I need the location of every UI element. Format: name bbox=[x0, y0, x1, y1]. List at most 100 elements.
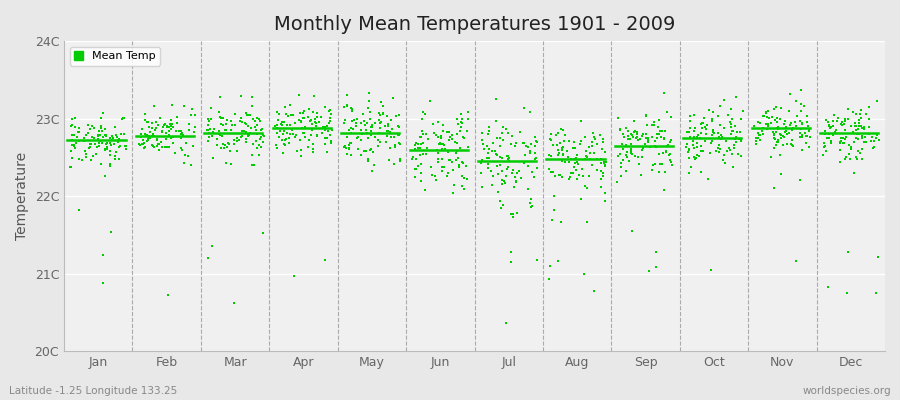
Point bbox=[98, 132, 112, 139]
Point bbox=[67, 142, 81, 149]
Point bbox=[652, 131, 666, 137]
Point bbox=[636, 145, 651, 151]
Point bbox=[778, 128, 793, 134]
Point bbox=[436, 142, 451, 148]
Point bbox=[838, 136, 852, 142]
Point bbox=[794, 101, 808, 107]
Point bbox=[145, 133, 159, 139]
Point bbox=[174, 131, 188, 138]
Point bbox=[184, 106, 199, 113]
Point bbox=[78, 131, 93, 138]
Point bbox=[391, 122, 405, 129]
Point bbox=[116, 131, 130, 137]
Point bbox=[416, 109, 430, 115]
Point bbox=[634, 136, 648, 142]
Point bbox=[764, 154, 778, 160]
Point bbox=[389, 113, 403, 119]
Point bbox=[838, 116, 852, 122]
Point bbox=[715, 134, 729, 140]
Point bbox=[359, 148, 374, 154]
Point bbox=[552, 172, 566, 178]
Point bbox=[572, 172, 586, 178]
Point bbox=[382, 121, 396, 127]
Point bbox=[506, 214, 520, 220]
Point bbox=[713, 122, 727, 128]
Point bbox=[657, 135, 671, 142]
Point bbox=[184, 162, 199, 168]
Point bbox=[474, 170, 489, 176]
Point bbox=[698, 138, 712, 144]
Point bbox=[868, 135, 883, 141]
Point bbox=[270, 125, 284, 131]
Point bbox=[555, 174, 570, 180]
Point bbox=[711, 145, 725, 151]
Point bbox=[206, 129, 220, 135]
Point bbox=[843, 123, 858, 129]
Point bbox=[339, 144, 354, 151]
Point bbox=[481, 131, 495, 137]
Point bbox=[659, 148, 673, 154]
Point bbox=[310, 133, 325, 140]
Point bbox=[410, 166, 424, 172]
Point bbox=[566, 145, 580, 151]
Point bbox=[632, 161, 646, 168]
Point bbox=[103, 160, 117, 167]
Point bbox=[245, 152, 259, 158]
Point bbox=[167, 150, 182, 156]
Point bbox=[773, 130, 788, 137]
Point bbox=[562, 158, 576, 165]
Point bbox=[619, 152, 634, 158]
Point bbox=[162, 128, 176, 134]
Point bbox=[425, 171, 439, 178]
Point bbox=[174, 134, 188, 141]
Point bbox=[357, 121, 372, 128]
Point bbox=[357, 118, 372, 124]
Point bbox=[714, 132, 728, 138]
Point bbox=[100, 145, 114, 152]
Point bbox=[777, 121, 791, 127]
Point bbox=[554, 145, 569, 152]
Point bbox=[517, 105, 531, 111]
Point bbox=[500, 153, 515, 160]
Point bbox=[75, 157, 89, 163]
Point bbox=[104, 229, 118, 236]
Point bbox=[117, 115, 131, 121]
Point bbox=[855, 146, 869, 152]
Point bbox=[146, 131, 160, 137]
Point bbox=[113, 131, 128, 138]
Point bbox=[794, 108, 808, 114]
Point bbox=[164, 135, 178, 141]
Point bbox=[247, 141, 261, 148]
Point bbox=[285, 127, 300, 134]
Point bbox=[505, 170, 519, 177]
Point bbox=[166, 124, 180, 130]
Point bbox=[711, 130, 725, 136]
Point bbox=[555, 127, 570, 134]
Point bbox=[384, 116, 399, 123]
Point bbox=[454, 119, 468, 126]
Point bbox=[551, 147, 565, 153]
Point bbox=[652, 127, 667, 134]
Point bbox=[141, 119, 156, 126]
Point bbox=[849, 123, 863, 129]
Point bbox=[461, 143, 475, 150]
Point bbox=[616, 131, 630, 138]
Point bbox=[392, 112, 406, 119]
Point bbox=[443, 157, 457, 164]
Point bbox=[316, 124, 330, 130]
Point bbox=[850, 156, 864, 162]
Point bbox=[770, 138, 784, 145]
Point bbox=[285, 130, 300, 137]
Point bbox=[461, 108, 475, 115]
Point bbox=[768, 131, 782, 137]
Point bbox=[662, 151, 677, 158]
Point bbox=[151, 122, 166, 128]
Point bbox=[284, 112, 298, 118]
Point bbox=[87, 135, 102, 141]
Point bbox=[832, 139, 847, 146]
Point bbox=[237, 128, 251, 135]
Point bbox=[818, 117, 832, 123]
Point bbox=[558, 159, 572, 165]
Point bbox=[482, 128, 496, 134]
Point bbox=[454, 159, 469, 165]
